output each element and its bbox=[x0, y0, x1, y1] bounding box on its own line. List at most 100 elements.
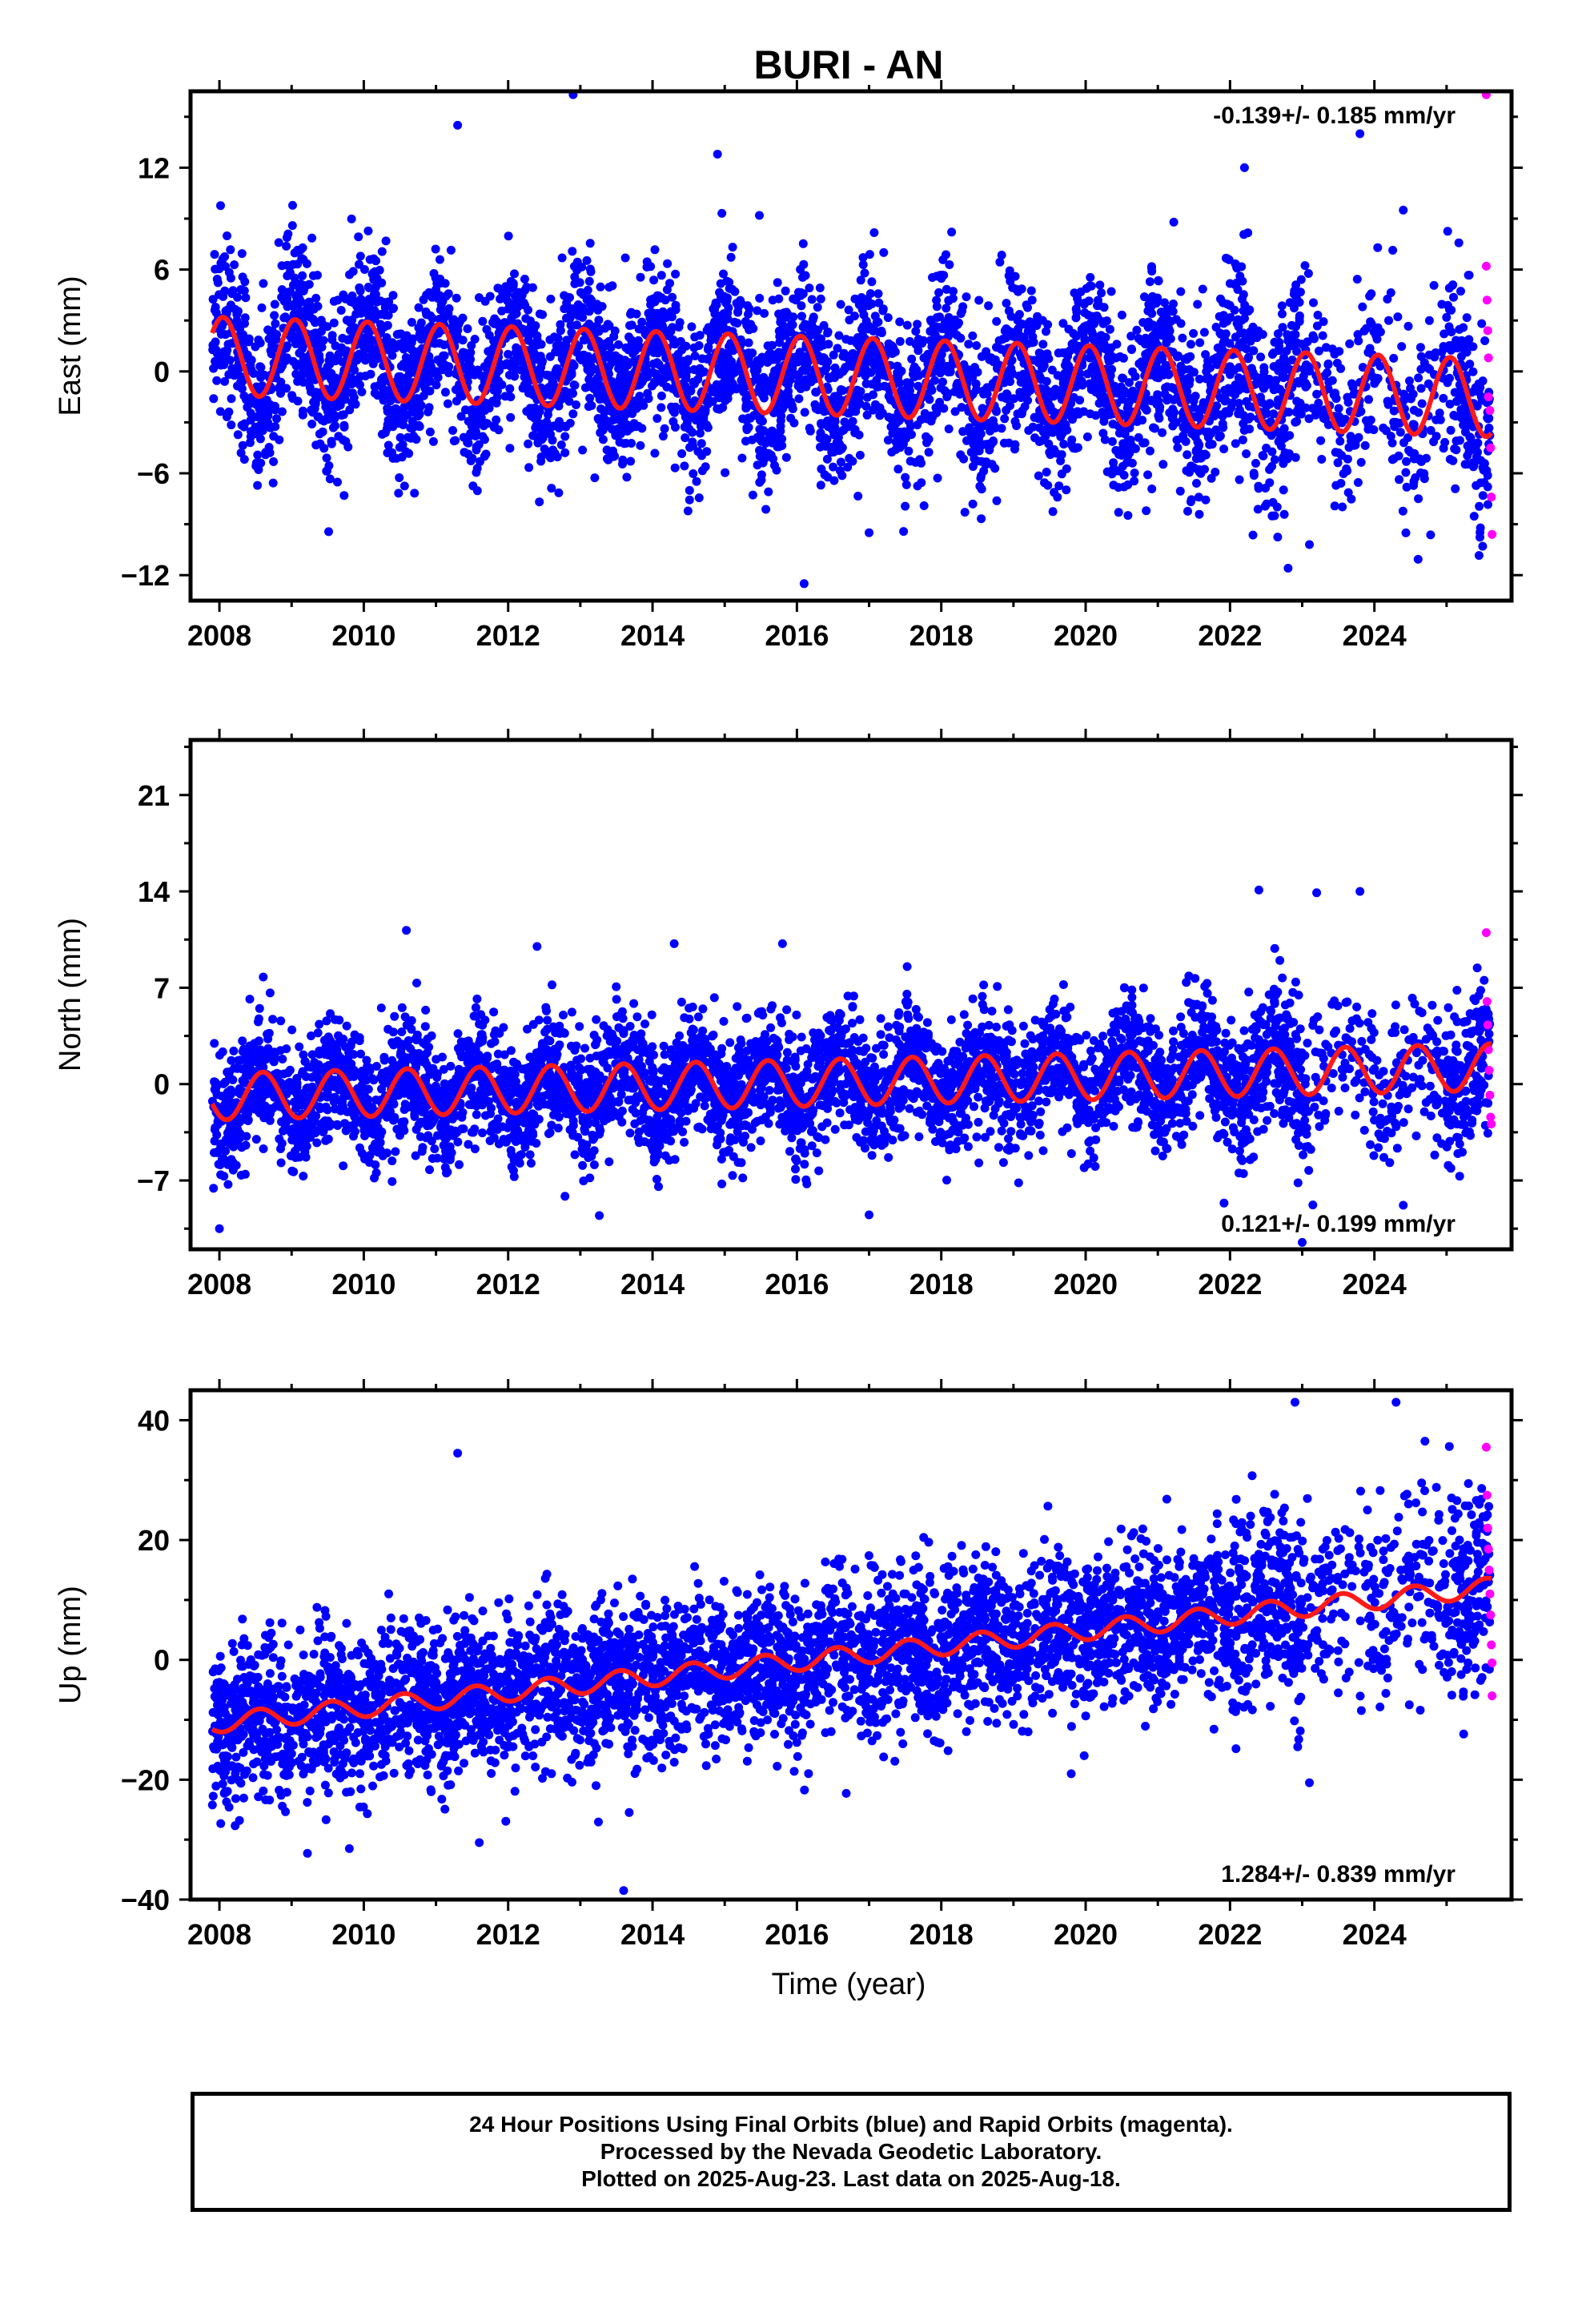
data-point bbox=[495, 322, 504, 332]
data-point bbox=[990, 464, 1000, 473]
data-point bbox=[308, 271, 318, 280]
data-point bbox=[681, 433, 690, 443]
data-point bbox=[1445, 400, 1455, 409]
data-point bbox=[271, 319, 280, 328]
data-point bbox=[1317, 455, 1327, 464]
data-point bbox=[293, 245, 303, 255]
data-point bbox=[436, 300, 446, 310]
data-point bbox=[532, 331, 542, 340]
data-point bbox=[1294, 378, 1303, 388]
data-point bbox=[1117, 310, 1126, 320]
data-point bbox=[805, 426, 815, 436]
data-point bbox=[278, 361, 287, 371]
data-point bbox=[1099, 340, 1109, 349]
data-point bbox=[733, 308, 743, 317]
data-point bbox=[879, 247, 889, 257]
data-point bbox=[759, 426, 769, 436]
data-point bbox=[808, 323, 817, 332]
data-point bbox=[604, 455, 613, 464]
data-point bbox=[766, 434, 775, 444]
data-point bbox=[755, 477, 765, 487]
data-point bbox=[1305, 540, 1315, 549]
data-point bbox=[546, 294, 556, 304]
data-point bbox=[1269, 362, 1279, 372]
data-point bbox=[834, 331, 844, 340]
data-point bbox=[1335, 436, 1345, 446]
data-point bbox=[586, 366, 596, 376]
data-point bbox=[1193, 437, 1203, 447]
data-point bbox=[339, 410, 348, 420]
data-point bbox=[279, 296, 289, 306]
data-point bbox=[986, 426, 995, 436]
data-point bbox=[781, 286, 790, 296]
data-point bbox=[823, 472, 833, 482]
data-point bbox=[545, 352, 555, 361]
data-point bbox=[1336, 479, 1346, 488]
data-point bbox=[525, 406, 535, 416]
data-point bbox=[799, 579, 809, 589]
data-point bbox=[307, 420, 317, 428]
data-point bbox=[485, 292, 495, 301]
data-point bbox=[1364, 395, 1373, 404]
x-tick-label: 2018 bbox=[909, 619, 974, 652]
data-point bbox=[1119, 482, 1129, 492]
data-point bbox=[867, 277, 877, 287]
data-point bbox=[984, 301, 994, 311]
rapid-point bbox=[1484, 353, 1493, 363]
data-point bbox=[620, 411, 629, 420]
data-point bbox=[1026, 286, 1036, 296]
data-point bbox=[542, 417, 552, 427]
data-point bbox=[954, 318, 963, 328]
data-point bbox=[1105, 324, 1114, 334]
data-point bbox=[599, 412, 608, 422]
data-point bbox=[1062, 348, 1071, 357]
data-point bbox=[905, 456, 915, 466]
data-point bbox=[585, 357, 595, 367]
data-point bbox=[797, 312, 806, 321]
data-point bbox=[1193, 300, 1203, 309]
data-point bbox=[1195, 509, 1204, 519]
data-point bbox=[365, 334, 375, 344]
data-point bbox=[917, 339, 927, 348]
data-point bbox=[1448, 280, 1458, 290]
data-point bbox=[440, 388, 450, 397]
data-point bbox=[1353, 478, 1363, 487]
data-point bbox=[774, 442, 784, 452]
data-point bbox=[699, 412, 709, 421]
data-point bbox=[308, 315, 318, 324]
data-point bbox=[223, 231, 231, 240]
data-point bbox=[685, 485, 694, 495]
data-point bbox=[883, 313, 893, 323]
data-point bbox=[1354, 336, 1363, 346]
data-point bbox=[314, 412, 323, 421]
data-point bbox=[1225, 279, 1235, 288]
data-point bbox=[1058, 319, 1068, 328]
data-point bbox=[947, 227, 957, 237]
data-point bbox=[1004, 271, 1014, 280]
data-point bbox=[1108, 420, 1118, 428]
data-point bbox=[1309, 298, 1318, 308]
data-point bbox=[649, 275, 659, 285]
data-point bbox=[855, 399, 865, 408]
data-point bbox=[245, 399, 255, 408]
data-point bbox=[1389, 406, 1399, 416]
data-point bbox=[612, 995, 621, 1004]
data-point bbox=[1279, 509, 1289, 519]
data-point bbox=[610, 425, 620, 435]
data-point bbox=[578, 312, 588, 322]
data-point bbox=[274, 238, 283, 247]
data-point bbox=[1140, 403, 1150, 412]
data-point bbox=[992, 316, 1002, 326]
data-point bbox=[1270, 455, 1279, 464]
data-point bbox=[365, 304, 375, 313]
data-point bbox=[685, 424, 694, 434]
data-point bbox=[1383, 295, 1392, 304]
data-point bbox=[1278, 323, 1287, 332]
data-point bbox=[464, 449, 473, 459]
data-point bbox=[347, 214, 356, 223]
data-point bbox=[858, 322, 868, 332]
data-point bbox=[431, 273, 440, 283]
data-point bbox=[211, 303, 220, 312]
data-point bbox=[663, 327, 673, 336]
data-point bbox=[528, 349, 538, 359]
